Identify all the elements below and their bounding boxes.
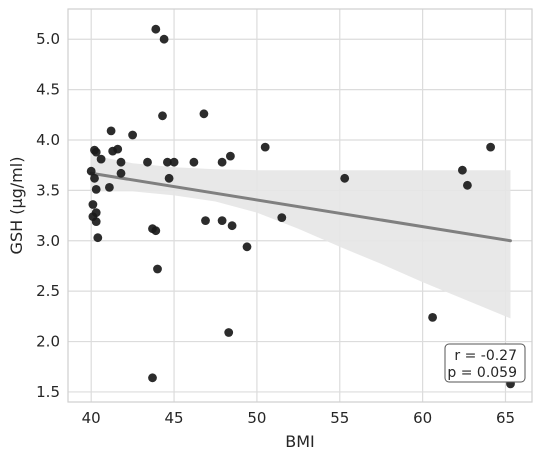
data-point: [164, 173, 174, 183]
data-point: [105, 183, 114, 192]
x-tick-label: 55: [330, 409, 349, 427]
data-point: [277, 213, 287, 223]
regression-line: [89, 171, 512, 243]
y-tick-label: 2.0: [36, 333, 60, 351]
data-point: [463, 180, 472, 190]
data-point: [260, 142, 270, 152]
y-tick-labels: 1.5 2.0 2.5 3.0 3.5 4.0 4.5 5.0: [36, 30, 60, 401]
data-point: [96, 154, 106, 164]
y-tick-label: 3.0: [36, 232, 60, 250]
data-point: [158, 111, 167, 121]
data-point: [90, 173, 99, 183]
data-point: [428, 313, 437, 322]
correlation-annotation: r = -0.27 p = 0.059: [444, 343, 526, 383]
x-tick-label: 65: [496, 409, 515, 427]
data-point: [224, 328, 234, 337]
data-point: [226, 151, 235, 161]
data-point: [128, 130, 138, 140]
data-point: [199, 109, 209, 119]
data-point: [458, 165, 467, 175]
x-tick-label: 60: [413, 409, 432, 427]
data-point: [91, 217, 101, 227]
data-point: [93, 233, 103, 243]
data-point: [91, 208, 101, 218]
data-point: [242, 242, 252, 252]
annotation-r-value: r = -0.27: [454, 348, 517, 364]
data-point: [88, 200, 98, 209]
x-tick-labels: 40 45 50 55 60 65: [82, 409, 515, 427]
data-points: [86, 24, 515, 389]
data-point: [151, 226, 161, 236]
y-tick-label: 4.0: [36, 131, 60, 149]
y-axis-label: GSH (µg/ml): [7, 157, 26, 255]
data-point: [153, 264, 162, 274]
data-point: [91, 185, 101, 194]
data-point: [116, 157, 126, 167]
data-point: [189, 157, 199, 167]
data-point: [151, 24, 161, 34]
confidence-band: [91, 155, 511, 319]
data-point: [148, 373, 157, 383]
data-point: [113, 144, 123, 154]
x-tick-label: 45: [165, 409, 184, 427]
annotation-box: [444, 343, 526, 383]
data-point: [340, 173, 350, 183]
data-point: [486, 142, 495, 152]
data-point: [116, 168, 126, 178]
plot-area: [67, 8, 533, 403]
data-point: [91, 147, 101, 157]
x-axis-label: BMI: [285, 432, 315, 451]
data-point: [86, 166, 96, 176]
data-point: [163, 157, 172, 167]
y-tick-label: 5.0: [36, 30, 60, 48]
x-tick-label: 50: [247, 409, 266, 427]
data-point: [143, 157, 152, 167]
x-tick-label: 40: [82, 409, 101, 427]
data-point: [201, 216, 210, 226]
data-point: [159, 34, 169, 44]
data-point: [106, 126, 116, 136]
y-tick-label: 2.5: [36, 282, 60, 300]
data-point: [217, 157, 227, 167]
data-point: [217, 216, 227, 226]
annotation-p-value: p = 0.059: [447, 365, 517, 381]
plot-frame: [67, 8, 533, 403]
y-tick-label: 3.5: [36, 181, 60, 199]
data-point: [227, 221, 237, 231]
y-tick-label: 1.5: [36, 383, 60, 401]
data-point: [169, 157, 179, 167]
y-tick-label: 4.5: [36, 81, 60, 99]
